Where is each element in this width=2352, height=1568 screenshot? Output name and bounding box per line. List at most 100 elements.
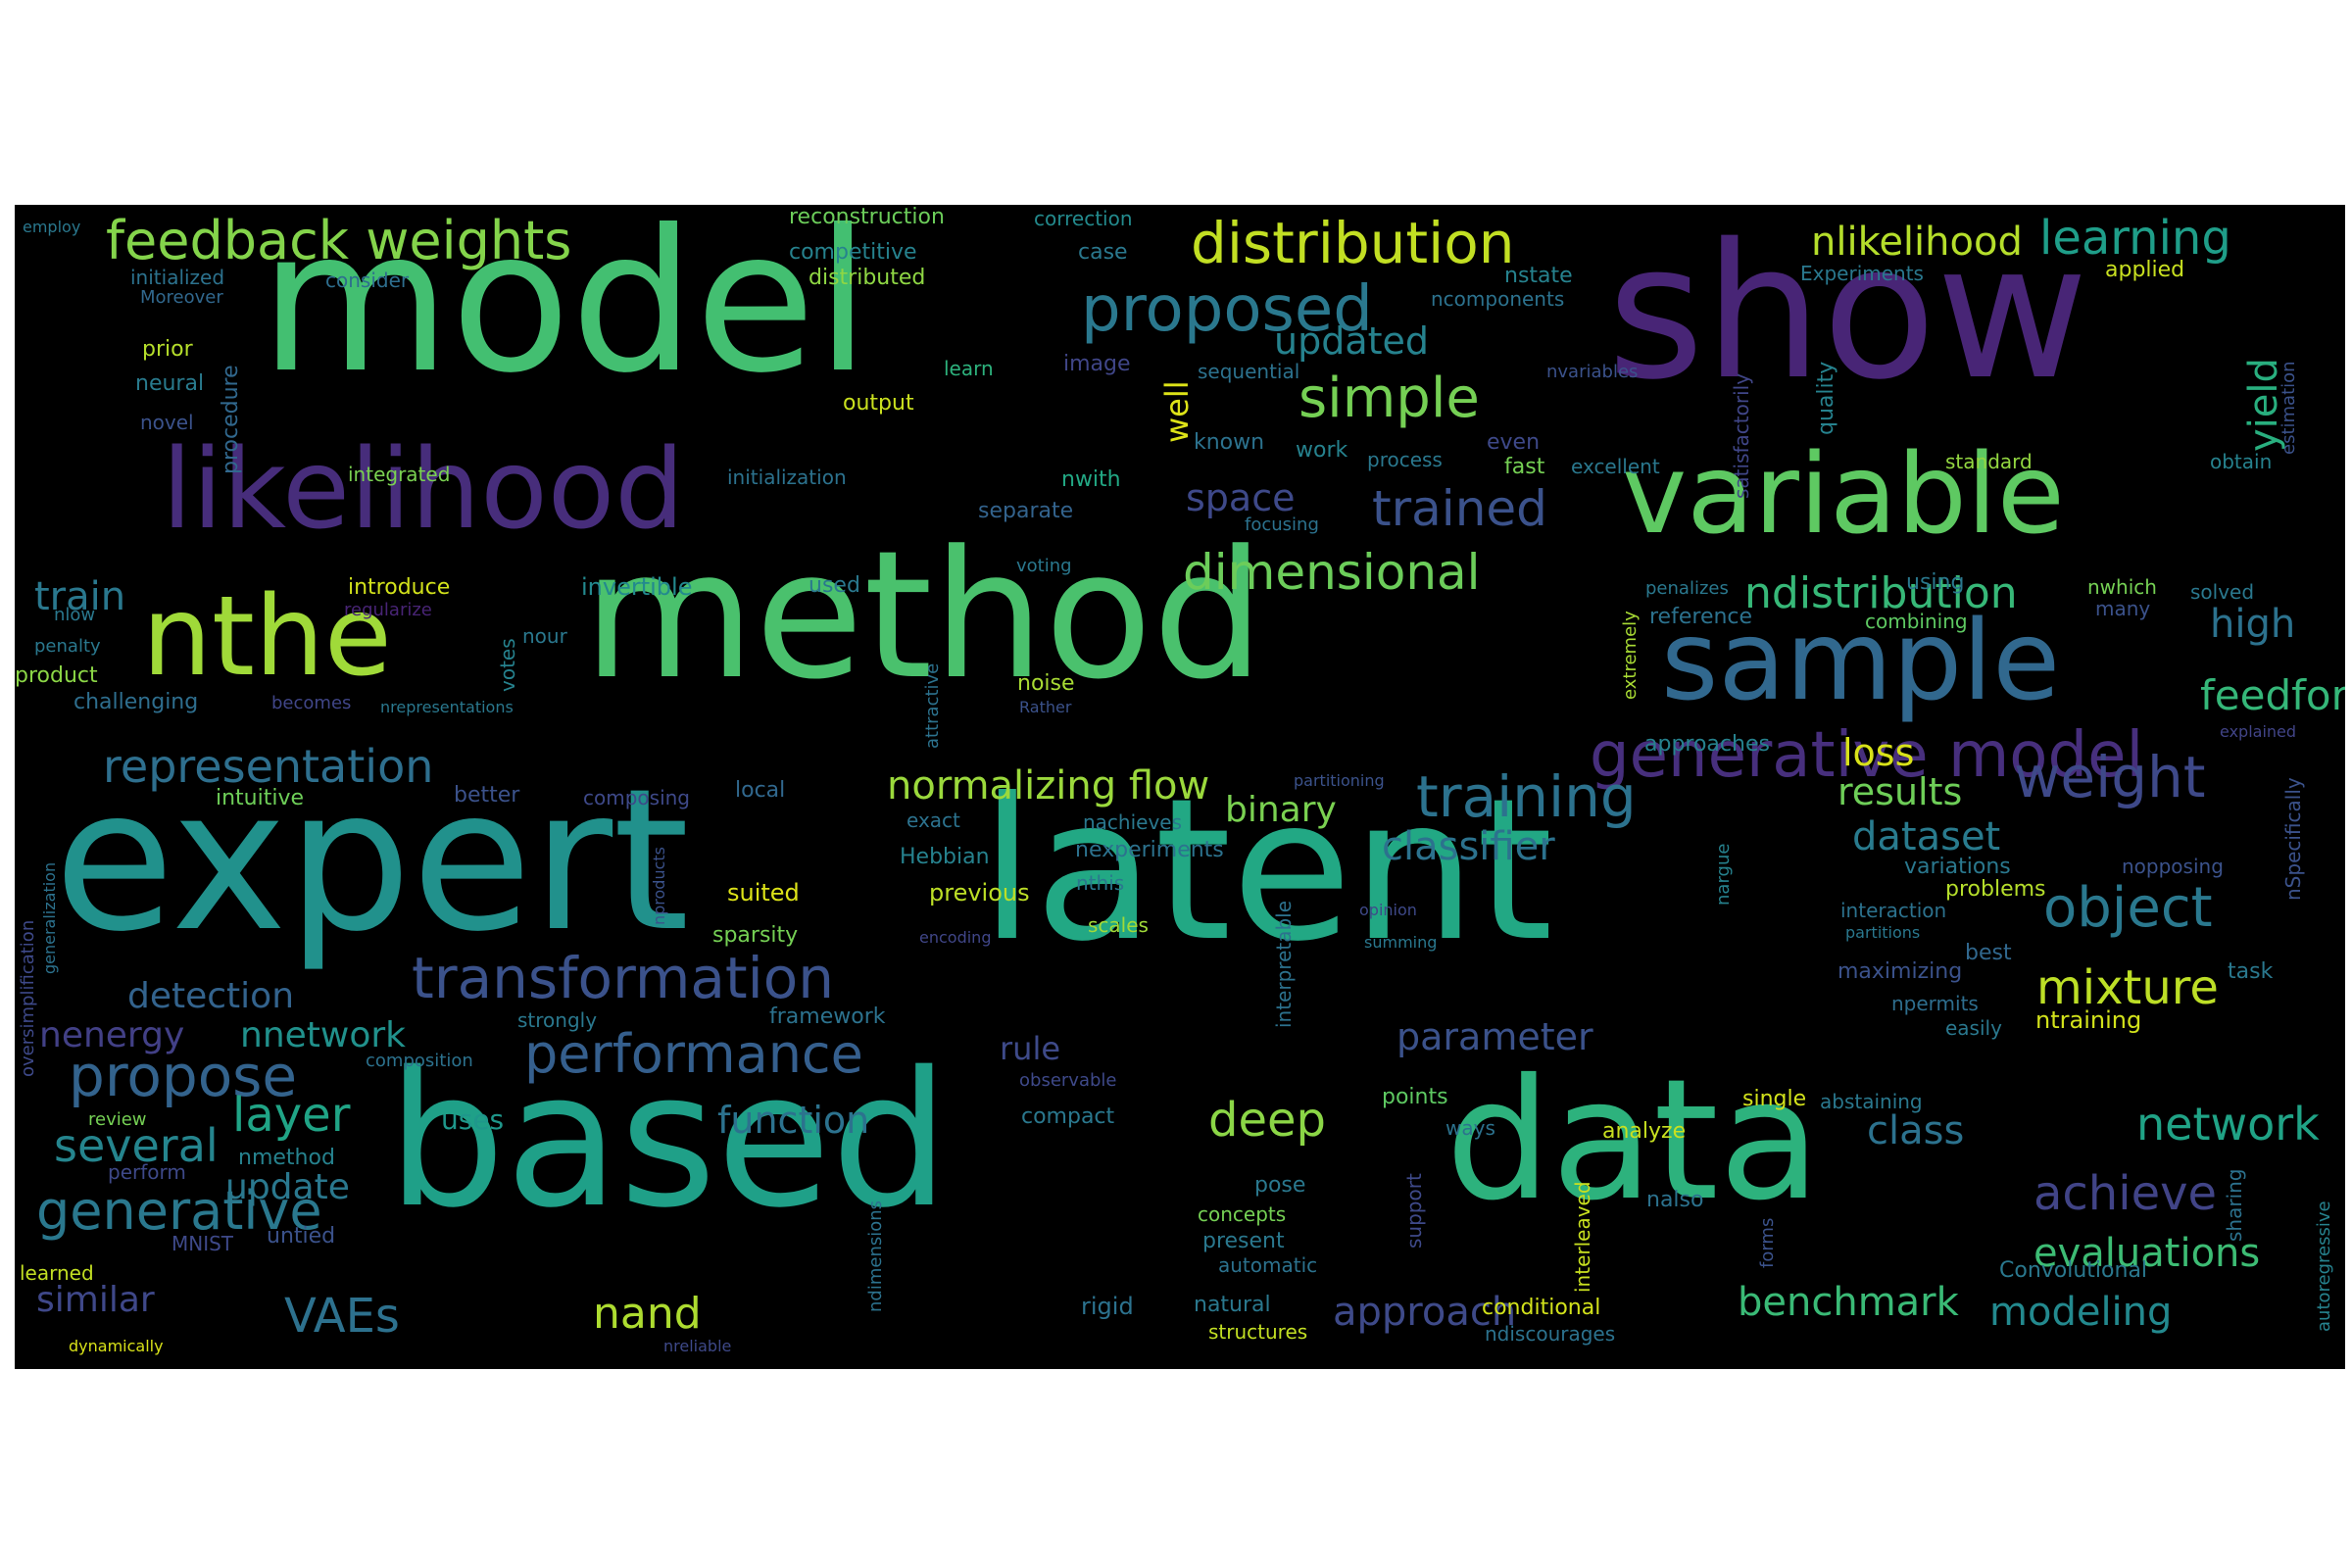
word-nvariables: nvariables <box>1546 362 1639 382</box>
word-modeling: train <box>34 574 126 619</box>
word-generalization: generalization <box>40 861 59 974</box>
word-nour: nour <box>522 624 567 648</box>
word-concepts: concepts <box>1198 1202 1287 1226</box>
word-best: best <box>1965 941 2012 965</box>
word-initialized: initialized <box>130 266 225 289</box>
word-present: present <box>1202 1229 1285 1253</box>
word-MNIST: MNIST <box>172 1232 234 1255</box>
word-composition: composition <box>366 1051 473 1071</box>
word-generative-model: generative model <box>1590 719 2144 792</box>
word-variations: variations <box>1904 855 2011 879</box>
word-better: better <box>454 783 520 808</box>
word-prior: prior <box>142 337 193 362</box>
word-summing: summing <box>1364 933 1438 952</box>
word-normalizing-flow: nand <box>593 1289 702 1339</box>
word-exact: exact <box>906 808 960 832</box>
word-excellent: excellent <box>1571 455 1660 478</box>
word-rigid: rigid <box>1081 1293 1134 1320</box>
word-nmethod: nmethod <box>238 1146 335 1170</box>
word-attractive: attractive <box>922 662 943 749</box>
word-object: object <box>2043 876 2213 940</box>
word-ntraining: ntraining <box>2035 1006 2142 1034</box>
word-yield: feedforward <box>2200 671 2345 719</box>
word-back-propagation: rule <box>1000 1030 1061 1067</box>
word-loss: binary <box>1225 790 1337 830</box>
word-npermits: npermits <box>1891 992 1979 1015</box>
word-maximizing: maximizing <box>1838 959 1963 984</box>
word-automatic: automatic <box>1218 1253 1318 1277</box>
word-satisfactorily: satisfactorily <box>1730 372 1753 499</box>
word-ndiscourages: ndiscourages <box>1485 1322 1616 1346</box>
word-becomes: becomes <box>271 693 352 713</box>
word-points: points <box>1382 1085 1448 1109</box>
word-case: case <box>1078 240 1128 265</box>
word-nlikelihood: updated <box>1274 319 1430 363</box>
word-training: training <box>1416 763 1637 830</box>
word-high: ndistribution <box>1744 568 2018 618</box>
word-evaluations: modeling <box>1989 1290 2173 1335</box>
word-structures: structures <box>1208 1320 1308 1344</box>
word-variable: variable <box>1622 431 2065 559</box>
word-VAEs: several <box>54 1119 219 1172</box>
word-benchmark: yield <box>2241 358 2286 452</box>
word-ncomponents: ncomponents <box>1431 287 1565 311</box>
word-expert: expert <box>54 747 690 975</box>
word-scales: scales <box>1088 913 1149 937</box>
word-layer: generative <box>36 1180 322 1242</box>
word-dimensional: dimensional <box>1183 544 1481 601</box>
word-local: local <box>735 778 786 803</box>
word-output: output <box>843 391 914 416</box>
word-nand: layer <box>232 1088 351 1143</box>
word-similar: detection <box>127 976 295 1016</box>
word-suited: suited <box>727 879 800 906</box>
word-natural: natural <box>1194 1293 1271 1317</box>
word-estimation: estimation <box>2278 361 2299 455</box>
word-regularize: regularize <box>344 600 432 620</box>
word-approach: benchmark <box>1738 1280 1959 1325</box>
word-separate: separate <box>978 499 1074 523</box>
word-parameter: evaluations <box>2034 1231 2261 1276</box>
word-used: used <box>808 573 860 598</box>
word-partitions: partitions <box>1845 923 1921 942</box>
word-uses: well <box>1158 380 1196 443</box>
word-approaches: approaches <box>1644 732 1770 757</box>
word-interleaved: interleaved <box>1571 1181 1594 1293</box>
word-quality: quality <box>1814 361 1838 435</box>
word-competitive: competitive <box>789 240 917 265</box>
word-focusing: focusing <box>1245 514 1319 535</box>
word-several: mixture <box>2036 960 2219 1015</box>
word-show: show <box>1607 205 2089 420</box>
word-reference: reference <box>1649 605 1753 629</box>
word-initialization: initialization <box>727 466 847 489</box>
word-using: using <box>1906 570 1965 595</box>
word-conditional: conditional <box>1482 1296 1601 1320</box>
word-analyze: analyze <box>1602 1119 1687 1144</box>
word-learn: learn <box>944 357 994 380</box>
word-method: method <box>583 514 1265 718</box>
word-easily: easily <box>1945 1016 2002 1040</box>
word-achieve: achieve <box>2034 1166 2218 1221</box>
word-class: approach <box>1333 1290 1517 1335</box>
word-mixture: space <box>1186 476 1296 519</box>
word-transformation: transformation <box>412 945 834 1011</box>
word-interpretable: interpretable <box>1272 900 1296 1028</box>
word-nthe: nthe <box>142 573 392 701</box>
word-weight: weight <box>2014 744 2206 810</box>
word-trained: trained <box>1372 480 1547 537</box>
word-extremely: extremely <box>1620 611 1641 700</box>
word-network: network <box>2136 1098 2320 1151</box>
word-consider: consider <box>325 269 410 292</box>
word-sequential: sequential <box>1198 360 1300 383</box>
word-nproducts: nproducts <box>650 846 668 925</box>
word-review: review <box>88 1109 147 1130</box>
word-pose: pose <box>1254 1173 1306 1198</box>
word-nexperiments: nexperiments <box>1075 838 1224 862</box>
word-feedback-weights: feedback weights <box>106 210 572 271</box>
word-nthis: nthis <box>1076 871 1125 895</box>
word-data: data <box>1446 1044 1821 1238</box>
word-applied: applied <box>2105 258 2185 282</box>
word-binary: update <box>225 1167 350 1207</box>
word-nalso: nalso <box>1646 1188 1704 1212</box>
word-rule: loss <box>1842 731 1915 774</box>
word-invertible: invertible <box>581 573 693 601</box>
